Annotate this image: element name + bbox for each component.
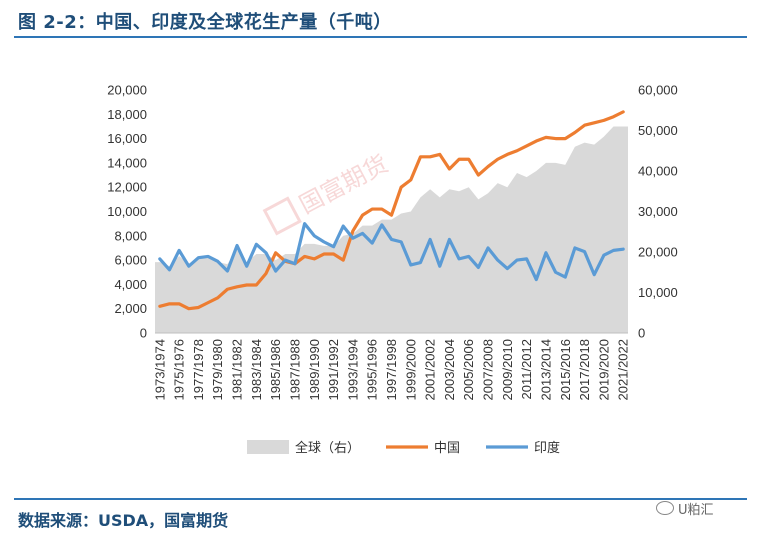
y-right-tick-label: 60,000 xyxy=(638,83,678,98)
y-right-tick-label: 20,000 xyxy=(638,245,678,260)
y-left-tick-label: 4,000 xyxy=(114,277,147,292)
x-tick-label: 1981/1982 xyxy=(230,339,245,400)
x-tick-label: 2001/2002 xyxy=(423,339,438,400)
y-left-tick-label: 18,000 xyxy=(107,107,147,122)
x-tick-label: 2019/2020 xyxy=(596,339,611,400)
legend-label: 中国 xyxy=(434,441,460,456)
axes: 0 2,000 4,000 6,000 8,000 10,000 12,000 14,000 1… xyxy=(107,83,678,401)
x-tick-label: 1987/1988 xyxy=(287,339,302,400)
x-tick-label: 1983/1984 xyxy=(249,339,264,400)
y-left-tick-label: 14,000 xyxy=(107,155,147,170)
y-left-tick-label: 10,000 xyxy=(107,204,147,219)
y-right-tick-label: 0 xyxy=(638,326,645,341)
x-tick-label: 1999/2000 xyxy=(403,339,418,400)
x-tick-label: 2017/2018 xyxy=(577,339,592,400)
y-right-tick-label: 10,000 xyxy=(638,285,678,300)
footer-divider xyxy=(14,498,747,500)
legend-label: 印度 xyxy=(534,440,560,456)
legend-swatch-global xyxy=(247,440,289,454)
wechat-label: U粕汇 xyxy=(678,502,714,518)
x-tick-label: 2007/2008 xyxy=(481,339,496,400)
y-left-tick-label: 20,000 xyxy=(107,83,147,98)
x-tick-label: 2011/2012 xyxy=(519,339,534,400)
wechat-icon xyxy=(656,501,674,515)
chart-title: 图 2-2：中国、印度及全球花生产量（千吨） xyxy=(18,12,392,33)
plot-area xyxy=(155,110,628,333)
x-tick-label: 1973/1974 xyxy=(152,339,167,400)
title-divider xyxy=(14,36,747,38)
y-left-tick-label: 16,000 xyxy=(107,131,147,146)
y-left-tick-label: 12,000 xyxy=(107,180,147,195)
y-right-tick-label: 40,000 xyxy=(638,164,678,179)
series-area-global xyxy=(155,126,628,333)
x-tick-label: 2013/2014 xyxy=(538,339,553,400)
x-tick-label: 1979/1980 xyxy=(210,339,225,400)
y-left-tick-label: 0 xyxy=(140,326,147,341)
watermark-logo-icon xyxy=(262,196,302,236)
x-tick-label: 2009/2010 xyxy=(500,339,515,400)
legend-label: 全球（右） xyxy=(295,440,360,456)
x-tick-label: 2015/2016 xyxy=(558,339,573,400)
x-tick-label: 1997/1998 xyxy=(384,339,399,400)
x-tick-label: 1991/1992 xyxy=(326,339,341,400)
watermark: 国富期货 xyxy=(262,150,393,236)
source-note: 数据来源：USDA，国富期货 xyxy=(18,511,229,530)
x-tick-label: 1977/1978 xyxy=(191,339,206,400)
x-tick-label: 2005/2006 xyxy=(461,339,476,400)
x-tick-label: 2003/2004 xyxy=(442,339,457,400)
y-left-tick-label: 8,000 xyxy=(114,228,147,243)
legend: 全球（右） 中国 印度 xyxy=(247,440,560,456)
x-tick-label: 1993/1994 xyxy=(345,339,360,400)
x-tick-label: 1989/1990 xyxy=(307,339,322,400)
x-tick-label: 2021/2022 xyxy=(616,339,631,400)
x-tick-label: 1985/1986 xyxy=(268,339,283,400)
x-tick-label: 1995/1996 xyxy=(365,339,380,400)
y-left-tick-label: 6,000 xyxy=(114,253,147,268)
y-right-tick-label: 50,000 xyxy=(638,123,678,138)
wechat-badge: U粕汇 xyxy=(656,497,714,519)
y-left-tick-label: 2,000 xyxy=(114,301,147,316)
x-tick-label: 1975/1976 xyxy=(172,339,187,400)
y-right-tick-label: 30,000 xyxy=(638,204,678,219)
